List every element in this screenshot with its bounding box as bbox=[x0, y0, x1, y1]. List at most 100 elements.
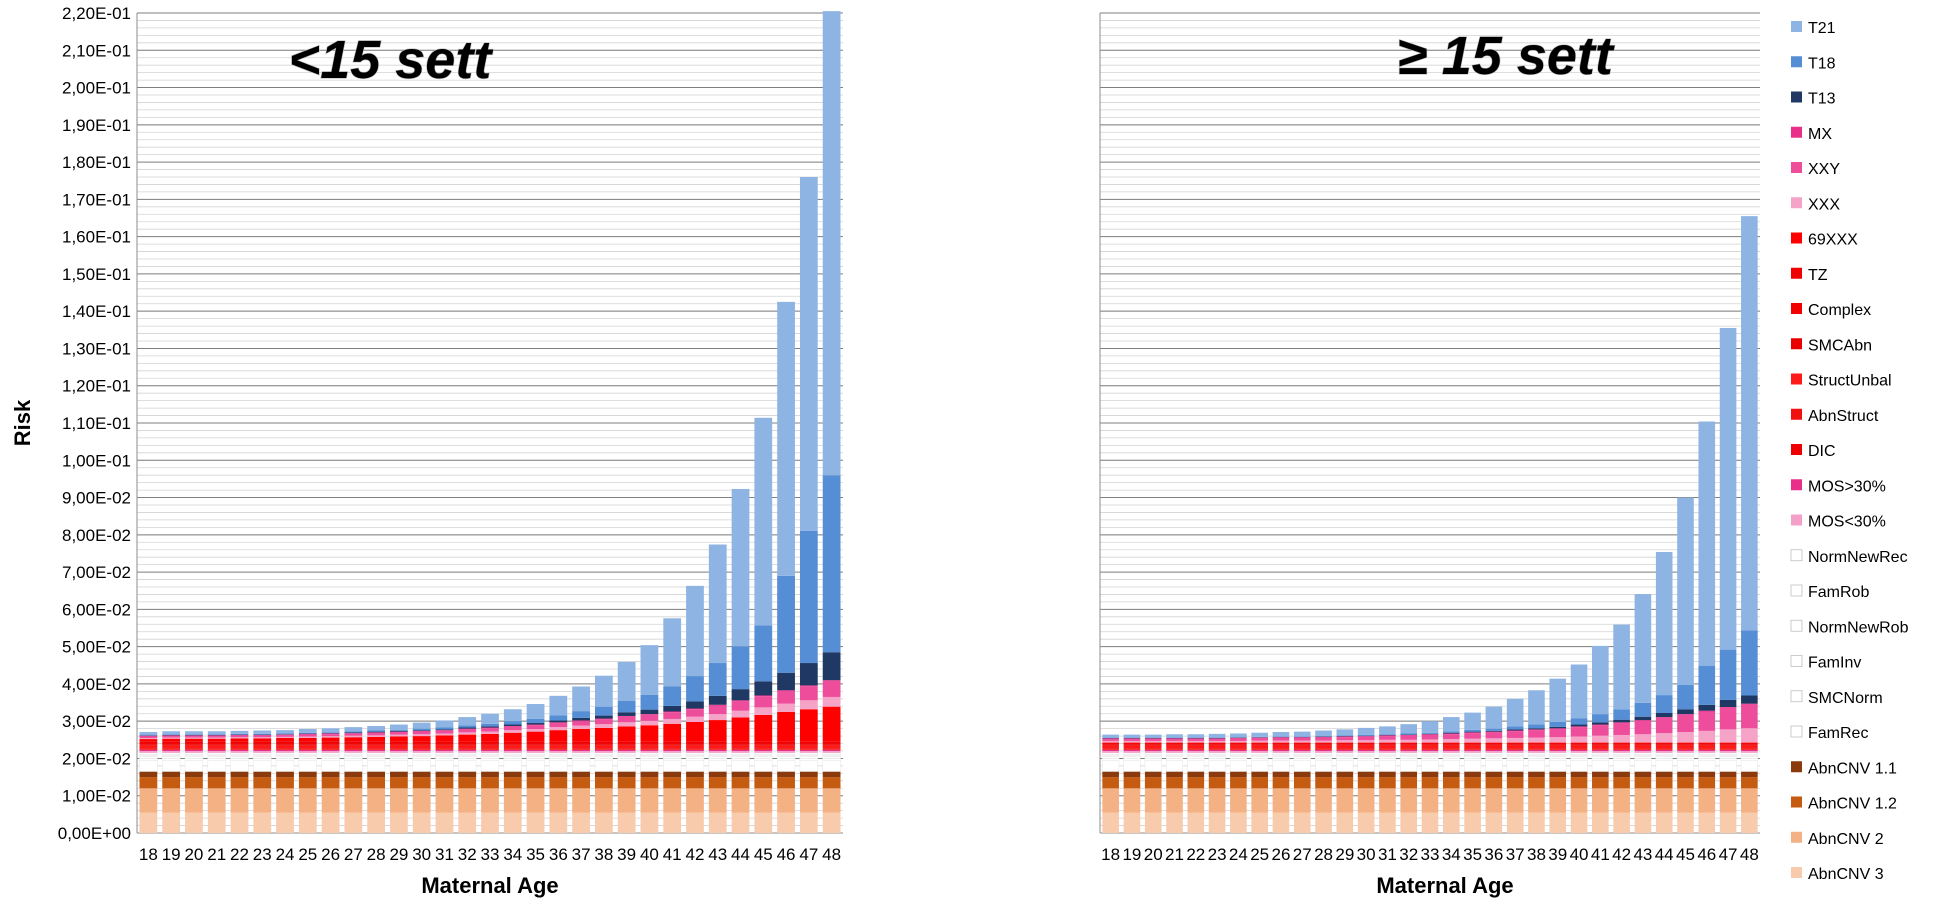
bar-segment-dic bbox=[686, 749, 704, 750]
bar-segment-abnstruct bbox=[549, 748, 568, 750]
bar-segment-complex bbox=[640, 743, 659, 745]
bar-segment-abncnv-1-1 bbox=[731, 771, 750, 778]
bar-segment-t18 bbox=[663, 686, 682, 706]
bar-segment-normnewrec bbox=[663, 752, 682, 755]
bar-segment-tz bbox=[663, 741, 682, 744]
x-tick-label: 27 bbox=[344, 845, 363, 864]
bar-segment-mos-30 bbox=[1379, 751, 1396, 753]
bar-segment-abncnv-1-2 bbox=[367, 777, 386, 789]
bar-segment-abnstruct bbox=[1166, 748, 1183, 750]
x-tick-label: 26 bbox=[321, 845, 340, 864]
bar-segment-complex bbox=[1698, 743, 1716, 745]
x-tick-label: 39 bbox=[617, 845, 636, 864]
bar-segment-smcabn bbox=[207, 744, 226, 746]
bar-segment-dic bbox=[503, 749, 522, 750]
bar-segment-xxy bbox=[549, 723, 568, 728]
x-tick-label: 45 bbox=[1676, 845, 1695, 864]
bar-segment-structunbal bbox=[663, 745, 682, 749]
bar-segment-complex bbox=[549, 743, 568, 745]
bar-segment-smcabn bbox=[640, 744, 659, 746]
bar-segment-abncnv-1-2 bbox=[549, 777, 568, 789]
x-tick-label: 25 bbox=[1250, 845, 1269, 864]
bar-segment-tz bbox=[390, 741, 408, 744]
bar-segment-mx bbox=[1613, 722, 1630, 724]
bar-segment-t18 bbox=[1421, 732, 1439, 734]
bar-segment-faminv bbox=[366, 756, 386, 759]
x-tick-label: 42 bbox=[686, 845, 705, 864]
bar-segment-mos-30 bbox=[777, 751, 795, 753]
bar-segment-abncnv-2 bbox=[1336, 788, 1354, 813]
bar-segment-dic bbox=[1208, 749, 1226, 750]
bar-segment-t18 bbox=[481, 723, 499, 727]
bar-segment-mos-30 bbox=[1379, 749, 1396, 751]
bar-segment-mos-30 bbox=[139, 749, 158, 751]
bar-segment-abncnv-3 bbox=[253, 812, 272, 833]
bar-segment-abncnv-1-2 bbox=[708, 777, 727, 789]
bar-segment-normnewrec bbox=[1229, 752, 1247, 755]
bar-segment-xxx bbox=[1187, 740, 1205, 743]
bar-segment-faminv bbox=[1421, 756, 1439, 759]
bar-segment-xxx bbox=[549, 727, 568, 731]
x-tick-label: 28 bbox=[1314, 845, 1333, 864]
bar-segment-complex bbox=[253, 743, 272, 745]
bar-segment-t21 bbox=[367, 726, 386, 731]
bar-segment-complex bbox=[617, 743, 636, 745]
bar-segment-abnstruct bbox=[1506, 748, 1524, 750]
bar-segment-abncnv-3 bbox=[1634, 812, 1652, 833]
bar-segment-normnewrec bbox=[1698, 752, 1716, 755]
bar-segment-abnstruct bbox=[663, 748, 682, 750]
bar-segment-complex bbox=[230, 743, 249, 745]
legend-swatch-69xxx bbox=[1791, 232, 1802, 244]
bar-segment-mos-30 bbox=[1464, 749, 1481, 751]
bar-segment-mos-30 bbox=[162, 749, 181, 751]
bar-segment-abncnv-2 bbox=[640, 788, 659, 813]
bar-segment-complex bbox=[1357, 743, 1375, 745]
bar-segment-dic bbox=[230, 749, 249, 750]
bar-segment-abncnv-3 bbox=[367, 812, 386, 833]
x-tick-label: 18 bbox=[139, 845, 158, 864]
bar-segment-mos-30 bbox=[663, 751, 682, 753]
bar-segment-mx bbox=[1272, 737, 1290, 738]
bar-segment-abncnv-1-2 bbox=[503, 777, 522, 789]
legend-label: FamRec bbox=[1808, 725, 1868, 742]
bar-segment-smcabn bbox=[1315, 744, 1332, 746]
bar-segment-normnewrec bbox=[1570, 752, 1588, 755]
bar-segment-abncnv-3 bbox=[708, 812, 727, 833]
bar-segment-abncnv-1-1 bbox=[1698, 771, 1716, 778]
x-tick-label: 39 bbox=[1548, 845, 1567, 864]
bar-segment-normnewrec bbox=[1357, 752, 1375, 755]
bar-segment-dic bbox=[185, 749, 203, 750]
bar-segment-abncnv-3 bbox=[754, 812, 773, 833]
bar-segment-structunbal bbox=[276, 745, 294, 749]
bar-segment-tz bbox=[412, 741, 431, 744]
bar-segment-xxy bbox=[1230, 738, 1247, 741]
legend-label: NormNewRob bbox=[1808, 619, 1909, 636]
bar-segment-xxx bbox=[1166, 740, 1183, 743]
bar-segment-tz bbox=[1208, 742, 1226, 744]
bar-segment-normnewrec bbox=[1421, 752, 1439, 755]
bar-segment-abncnv-3 bbox=[1549, 812, 1567, 833]
bar-segment-structunbal bbox=[1208, 745, 1226, 749]
bar-segment-mos-30 bbox=[230, 751, 249, 753]
bar-segment-mx bbox=[503, 726, 522, 727]
bar-segment-faminv bbox=[253, 756, 272, 759]
bar-segment-abncnv-1-2 bbox=[1251, 777, 1268, 789]
bar-segment-xxx bbox=[594, 724, 613, 728]
bar-segment-normnewrec bbox=[1740, 752, 1758, 755]
bar-segment-abncnv-1-2 bbox=[1315, 777, 1332, 789]
bar-segment-t13 bbox=[344, 732, 363, 734]
bar-segment-tz bbox=[1315, 742, 1332, 744]
bar-segment-abncnv-3 bbox=[799, 812, 818, 833]
bar-segment-t13 bbox=[367, 731, 386, 733]
bar-segment-normnewrec bbox=[1655, 752, 1673, 755]
bar-segment-mx bbox=[1230, 737, 1247, 739]
bar-segment-t21 bbox=[777, 301, 795, 576]
bar-segment-abncnv-2 bbox=[1698, 788, 1716, 813]
x-tick-label: 47 bbox=[1719, 845, 1738, 864]
bar-segment-abncnv-1-1 bbox=[594, 771, 613, 778]
bar-segment-xxy bbox=[1251, 738, 1268, 741]
bar-segment-famrec bbox=[1591, 760, 1609, 772]
bar-segment-t21 bbox=[1506, 698, 1524, 727]
bar-segment-complex bbox=[1592, 743, 1609, 745]
bar-segment-xxx bbox=[1677, 731, 1694, 743]
